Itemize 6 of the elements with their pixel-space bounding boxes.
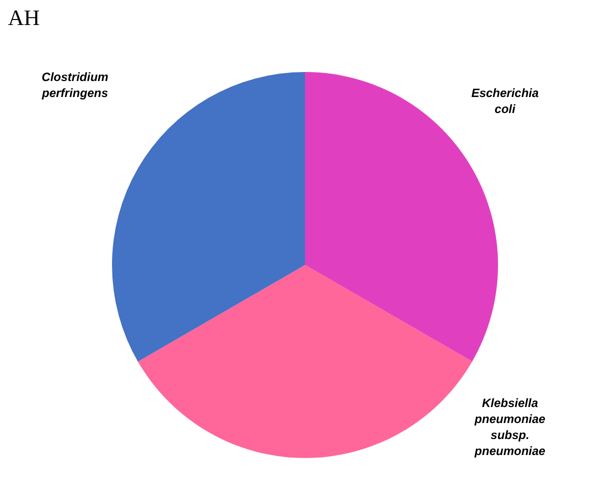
slice-label: Clostridium perfringens bbox=[40, 70, 109, 100]
pie-slice bbox=[112, 72, 305, 362]
slice-label: Klebsiella pneumoniae subsp. pneumoniae bbox=[474, 396, 546, 458]
chart-title: AH bbox=[8, 5, 40, 30]
pie-slice bbox=[138, 265, 472, 458]
slice-label: Escherichia coli bbox=[471, 86, 540, 116]
